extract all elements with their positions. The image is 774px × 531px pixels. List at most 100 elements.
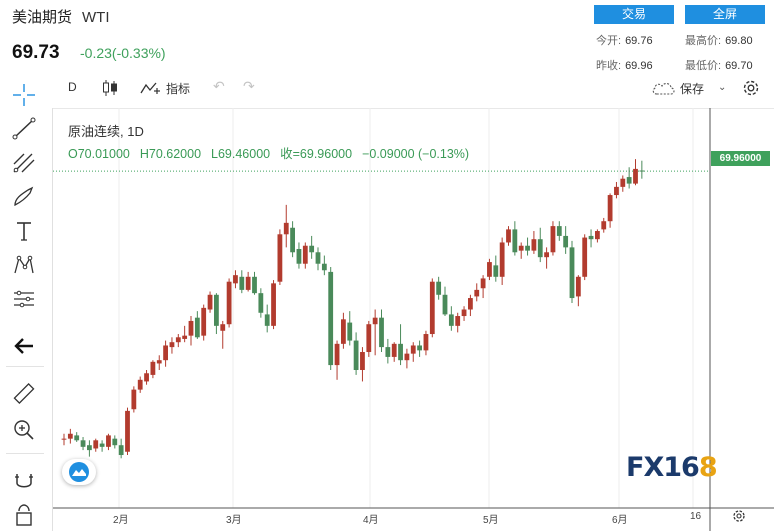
brush-icon[interactable]	[10, 184, 38, 210]
ohlc-close: 收=69.96000	[280, 147, 353, 161]
candle-body	[448, 314, 454, 326]
candle-body	[150, 361, 156, 375]
indicators-button[interactable]: 指标	[166, 82, 191, 96]
ohlc-high: H70.62000	[139, 147, 202, 161]
ohlc-open: O70.01000	[68, 147, 130, 161]
last-price-tag: 69.96000	[711, 151, 770, 166]
last-price: 69.73	[12, 42, 60, 63]
candle-body	[188, 320, 194, 336]
pitchfork-icon[interactable]	[10, 150, 38, 176]
candle-body	[372, 317, 378, 325]
candle-body	[118, 445, 124, 456]
candle-body	[556, 226, 562, 236]
candle-body	[214, 294, 219, 326]
quote-high-value: 69.80	[725, 35, 753, 47]
candle-body	[620, 178, 626, 187]
candle-body	[436, 281, 442, 295]
candle-body	[563, 235, 569, 248]
candle-body	[468, 298, 473, 310]
candle-body	[277, 234, 283, 282]
candle-body	[334, 343, 340, 366]
ohlc-change: −0.09000 (−0.13%)	[362, 147, 470, 161]
chevron-down-icon[interactable]: ⌄	[718, 82, 727, 93]
candle-body	[544, 252, 549, 258]
quote-low: 最低价: 69.70	[685, 57, 753, 73]
candle-body	[169, 342, 175, 348]
instrument-title: 美油期货 WTI	[12, 6, 110, 27]
candle-body	[315, 252, 321, 264]
candle-body	[74, 435, 80, 441]
candle-body	[595, 231, 600, 240]
candle-body	[87, 445, 92, 451]
cloud-icon[interactable]	[651, 80, 677, 96]
candle-body	[207, 294, 213, 310]
candle-body	[283, 222, 289, 235]
instrument-symbol: WTI	[82, 9, 110, 26]
redo-icon[interactable]: ↷	[243, 78, 255, 94]
candle-body	[531, 239, 537, 251]
candle-body	[633, 168, 638, 184]
candle-body	[137, 379, 143, 390]
candle-body	[525, 245, 530, 251]
quote-prev-label: 昨收:	[596, 60, 622, 72]
undo-icon[interactable]: ↶	[213, 78, 225, 94]
interval-selector[interactable]: D	[68, 80, 77, 94]
fullscreen-button[interactable]: 全屏	[685, 5, 765, 24]
x-tick-label: 5月	[483, 515, 499, 526]
arrow-left-icon[interactable]	[10, 333, 38, 359]
indicators-icon[interactable]	[140, 80, 160, 96]
candle-body	[614, 186, 619, 196]
zoom-in-icon[interactable]	[10, 417, 38, 443]
trend-line-icon[interactable]	[10, 116, 38, 142]
toolbar-border	[52, 108, 53, 531]
candle-body	[112, 438, 118, 446]
candle-body	[80, 440, 86, 447]
quote-open: 今开: 69.76	[596, 32, 653, 48]
gear-icon[interactable]	[741, 78, 761, 98]
candle-body	[67, 433, 73, 439]
candle-body	[493, 265, 499, 277]
toolbar-divider	[53, 108, 774, 109]
candle-body	[626, 177, 632, 184]
chart-type-float-button[interactable]	[62, 459, 96, 485]
x-tick-label: 4月	[363, 515, 379, 526]
candle-body	[321, 263, 327, 271]
chart-legend-title[interactable]: 原油连续, 1D	[68, 124, 144, 139]
candle-body	[417, 345, 422, 351]
quote-open-label: 今开:	[596, 35, 622, 47]
candle-body	[290, 227, 295, 253]
candle-body	[341, 319, 346, 344]
candle-body	[125, 410, 130, 452]
candle-body	[575, 276, 581, 297]
candle-body	[379, 317, 384, 348]
lock-drawings-icon[interactable]	[10, 503, 38, 529]
quote-prev-value: 69.96	[625, 60, 653, 72]
magnet-icon[interactable]	[10, 469, 38, 495]
candle-body	[61, 438, 67, 440]
candle-body	[582, 237, 588, 277]
prediction-icon[interactable]	[10, 286, 38, 312]
candle-body	[252, 276, 257, 294]
candle-body	[245, 276, 251, 290]
crosshair-icon[interactable]	[10, 82, 38, 108]
save-button[interactable]: 保存	[680, 82, 705, 96]
candle-body	[607, 195, 613, 222]
x-tick-label: 2月	[113, 515, 129, 526]
pattern-icon[interactable]	[10, 252, 38, 278]
candle-body	[398, 343, 403, 361]
candle-body	[201, 307, 207, 336]
fx168-logo: FX168	[626, 452, 718, 483]
quote-low-value: 69.70	[725, 60, 753, 72]
candle-body	[220, 324, 226, 331]
ohlc-low: L69.46000	[211, 147, 271, 161]
candlestick-chart[interactable]	[53, 108, 774, 531]
candle-body	[506, 229, 511, 243]
text-tool-icon[interactable]	[10, 218, 38, 244]
ruler-icon[interactable]	[10, 381, 38, 407]
trade-button[interactable]: 交易	[594, 5, 674, 24]
candle-body	[480, 278, 486, 289]
candle-body	[404, 353, 410, 361]
candle-body	[391, 343, 397, 357]
scale-settings-icon[interactable]	[731, 508, 747, 524]
candle-style-icon[interactable]	[102, 79, 118, 97]
